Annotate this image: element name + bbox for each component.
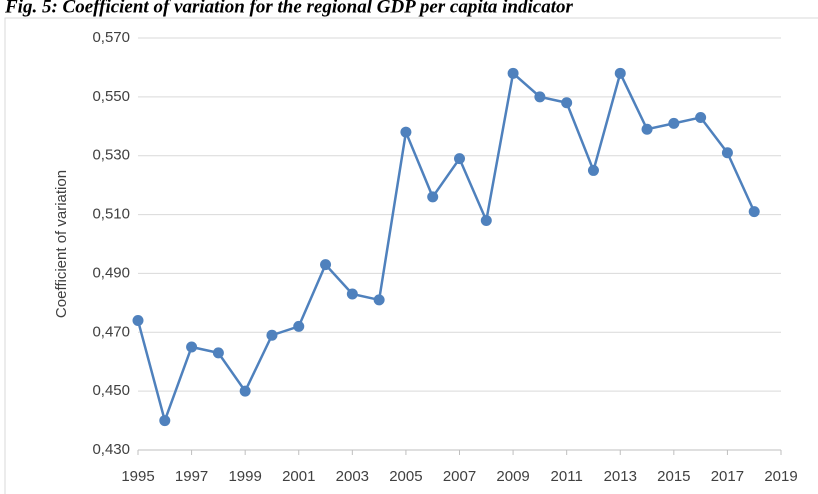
y-tick-label: 0,470	[92, 323, 130, 340]
marker	[721, 147, 733, 159]
marker	[186, 341, 198, 353]
marker	[266, 329, 278, 341]
y-axis-label: Coefficient of variation	[53, 170, 70, 318]
y-tick-label: 0,430	[92, 441, 130, 458]
x-tick-label: 2003	[336, 468, 369, 485]
x-tick-label: 1995	[121, 468, 154, 485]
x-tick-label: 2015	[657, 468, 690, 485]
marker	[239, 385, 251, 397]
marker	[748, 206, 760, 218]
marker	[480, 214, 492, 226]
y-tick-label: 0,550	[92, 88, 130, 105]
marker	[641, 123, 653, 135]
x-tick-label: 2017	[711, 468, 744, 485]
marker	[132, 315, 144, 327]
marker	[373, 294, 385, 306]
marker	[320, 259, 332, 271]
y-tick-label: 0,530	[92, 147, 130, 164]
marker	[614, 67, 626, 79]
x-tick-label: 2001	[282, 468, 315, 485]
x-tick-label: 2005	[389, 468, 422, 485]
marker	[507, 67, 519, 79]
marker	[346, 288, 358, 300]
x-tick-label: 2009	[496, 468, 529, 485]
x-tick-label: 1997	[175, 468, 208, 485]
marker	[400, 126, 412, 138]
y-tick-label: 0,450	[92, 382, 130, 399]
y-tick-label: 0,570	[92, 29, 130, 46]
x-tick-label: 2011	[551, 468, 583, 485]
marker	[454, 153, 465, 165]
x-tick-label: 1999	[228, 468, 261, 485]
marker	[668, 117, 680, 129]
chart-title: Fig. 5: Coefficient of variation for the…	[4, 0, 573, 17]
x-tick-label: 2013	[604, 468, 637, 485]
y-tick-label: 0,510	[92, 206, 130, 223]
marker	[534, 91, 546, 103]
x-tick-label: 2007	[443, 468, 476, 485]
marker	[293, 320, 305, 332]
marker	[561, 97, 573, 109]
marker	[427, 191, 439, 203]
marker	[587, 164, 599, 176]
marker	[695, 111, 707, 123]
x-tick-label: 2019	[764, 468, 797, 485]
marker	[159, 415, 171, 427]
marker	[212, 347, 224, 359]
y-tick-label: 0,490	[92, 264, 130, 281]
